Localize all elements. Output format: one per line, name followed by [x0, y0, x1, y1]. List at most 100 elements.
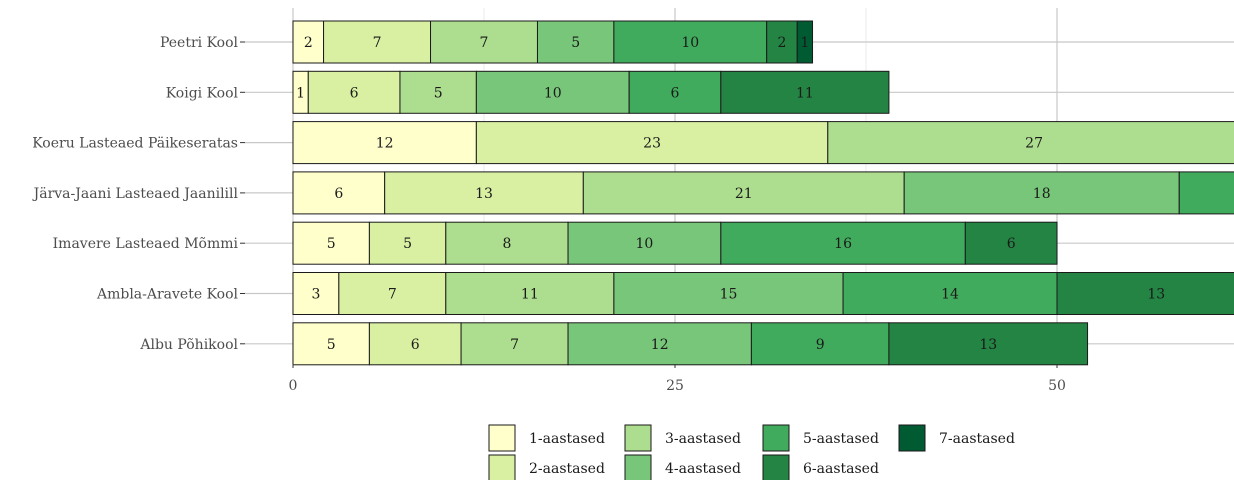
bar-value-label: 13 [1147, 287, 1165, 303]
bar-segment [292, 221, 370, 265]
bar-segment [292, 20, 325, 64]
bar-segment [582, 171, 905, 215]
bar-segment [720, 70, 890, 114]
y-tick-label: Ambla-Aravete Kool [96, 287, 239, 303]
bar-segment [827, 121, 1234, 165]
legend: 1-aastased 2-aastased 3-aastased 4-aastased… [488, 424, 1015, 480]
bar-segment [445, 221, 569, 265]
bar-segment [384, 171, 584, 215]
bar-segment [292, 272, 340, 315]
bar-segment [964, 221, 1058, 265]
bar-segment [567, 322, 752, 366]
bar-segment [1056, 272, 1234, 315]
bar-value-label: 10 [636, 236, 654, 252]
bar-segment [567, 221, 722, 265]
bar-value-label: 7 [373, 35, 382, 51]
bar-segment [430, 20, 538, 64]
bar-segment [613, 20, 768, 64]
legend-swatch [762, 424, 790, 452]
y-tick-label: Koeru Lasteaed Päikeseratas [32, 136, 238, 152]
bar-segment [750, 322, 890, 366]
legend-label: 5-aastased [803, 431, 879, 447]
axis-layer: Peetri Kool Koigi Kool Koeru Lasteaed Päik… [32, 35, 1066, 394]
bar-segment [368, 322, 462, 366]
bar-value-label: 5 [403, 236, 412, 252]
legend-swatch [624, 424, 652, 452]
bar-segment [399, 70, 477, 114]
bar-value-label: 5 [571, 35, 580, 51]
bars-layer: 2775102116510611122327222310261321181311… [292, 20, 1234, 366]
legend-label: 1-aastased [529, 431, 605, 447]
bar-value-label: 18 [1033, 186, 1051, 202]
bar-segment [888, 322, 1089, 366]
legend-label: 4-aastased [665, 461, 741, 477]
bar-value-label: 15 [720, 287, 738, 303]
x-tick-label: 50 [1048, 378, 1066, 394]
bar-value-label: 2 [304, 35, 313, 51]
bar-value-label: 11 [796, 85, 814, 101]
bar-value-label: 12 [651, 337, 669, 353]
bar-value-label: 3 [311, 287, 320, 303]
bar-segment [536, 20, 615, 64]
bar-segment [292, 322, 370, 366]
bar-value-label: 11 [521, 287, 539, 303]
y-tick-label: Albu Põhikool [139, 337, 238, 353]
bar-value-label: 7 [480, 35, 489, 51]
legend-swatch [898, 424, 926, 452]
bar-value-label: 5 [327, 236, 336, 252]
legend-swatch [762, 454, 790, 480]
legend-label: 7-aastased [939, 431, 1015, 447]
bar-value-label: 9 [816, 337, 825, 353]
x-tick-label: 25 [666, 378, 684, 394]
bar-value-label: 5 [327, 337, 336, 353]
bar-value-label: 6 [334, 186, 343, 202]
bar-value-label: 23 [643, 136, 661, 152]
legend-label: 3-aastased [665, 431, 741, 447]
bar-segment [475, 121, 829, 165]
bar-value-label: 2 [777, 35, 786, 51]
bar-value-label: 27 [1025, 136, 1043, 152]
bar-segment [613, 272, 844, 315]
bar-value-label: 13 [475, 186, 493, 202]
bar-segment [460, 322, 569, 366]
legend-label: 6-aastased [803, 461, 879, 477]
bar-value-label: 1 [296, 85, 305, 101]
bar-segment [628, 70, 722, 114]
bar-value-label: 6 [411, 337, 420, 353]
bar-value-label: 21 [735, 186, 753, 202]
x-tick-label: 0 [289, 378, 298, 394]
bar-segment [1178, 171, 1234, 215]
legend-swatch [624, 454, 652, 480]
bar-segment [368, 221, 447, 265]
y-tick-label: Koigi Kool [166, 85, 239, 101]
bar-value-label: 10 [544, 85, 562, 101]
bar-segment [796, 20, 814, 64]
bar-value-label: 6 [350, 85, 359, 101]
bar-value-label: 12 [376, 136, 394, 152]
y-tick-label: Peetri Kool [160, 35, 239, 51]
bar-value-label: 5 [434, 85, 443, 101]
bar-value-label: 7 [388, 287, 397, 303]
bar-value-label: 6 [1007, 236, 1016, 252]
bar-value-label: 1 [800, 35, 809, 51]
legend-swatch [488, 454, 516, 480]
bar-value-label: 16 [834, 236, 852, 252]
legend-label: 2-aastased [529, 461, 605, 477]
bar-value-label: 14 [941, 287, 959, 303]
bar-value-label: 8 [502, 236, 511, 252]
bar-segment [323, 20, 432, 64]
bar-segment [720, 221, 966, 265]
bar-segment [766, 20, 798, 64]
y-tick-label: Imavere Lasteaed Mõmmi [53, 236, 239, 252]
legend-swatch [488, 424, 516, 452]
bar-value-label: 13 [979, 337, 997, 353]
bar-value-label: 10 [681, 35, 699, 51]
bar-value-label: 7 [510, 337, 519, 353]
y-tick-label: Järva-Jaani Lasteaed Jaanilill [32, 186, 239, 202]
bar-value-label: 6 [671, 85, 680, 101]
bar-segment [338, 272, 447, 315]
bar-segment [842, 272, 1058, 315]
bar-segment [292, 171, 386, 215]
bar-segment [292, 121, 477, 165]
